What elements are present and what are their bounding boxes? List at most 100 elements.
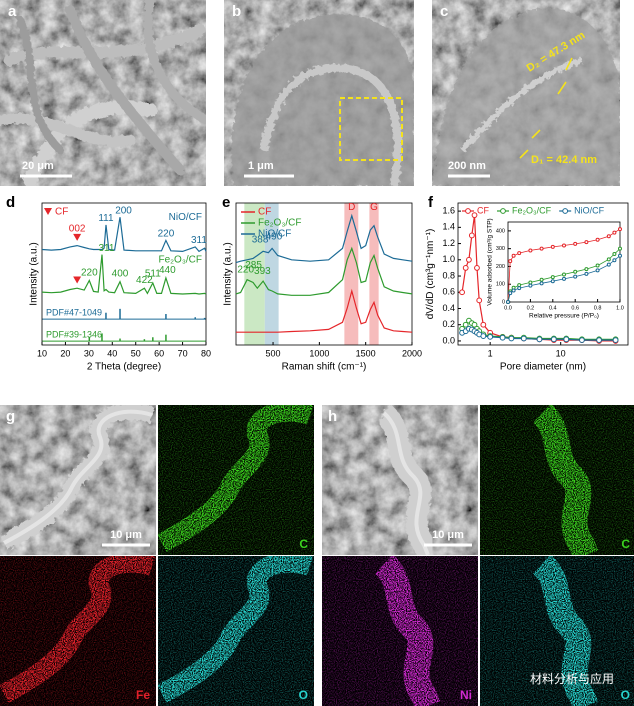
peak-annotation: 220: [81, 267, 98, 278]
scale-bar-label: 10 μm: [110, 529, 142, 541]
y-tick-label: 0.4: [442, 303, 455, 313]
data-point: [528, 248, 533, 253]
data-point: [618, 227, 622, 232]
data-point: [573, 274, 578, 279]
element-map-tile: C: [480, 405, 634, 555]
x-axis-title: Pore diameter (nm): [500, 361, 586, 372]
plot-frame: [457, 202, 629, 346]
data-point: [520, 335, 527, 342]
data-point: [584, 271, 589, 276]
legend-swatch: [465, 208, 471, 214]
data-point: [573, 269, 578, 274]
plot-frame: [41, 202, 207, 346]
channel-label: Fe: [136, 688, 150, 702]
peak-annotation: 111: [98, 213, 114, 224]
data-point: [573, 241, 578, 246]
x-tick-label: 2000: [402, 348, 422, 358]
series-line: [41, 217, 207, 253]
y-tick-label: 300: [496, 246, 505, 252]
channel-label: O: [621, 688, 630, 702]
sem-tile: h 10 μm: [322, 405, 478, 555]
data-point: [606, 234, 611, 239]
y-tick-label: 0.6: [442, 287, 455, 297]
data-point: [499, 334, 506, 341]
peak-annotation: 490: [266, 232, 283, 243]
channel-label: C: [299, 537, 308, 551]
y-tick-label: 1.0: [442, 254, 455, 264]
x-tick-label: 10: [556, 348, 566, 358]
shaded-band: [369, 203, 379, 345]
peak-annotation: 285: [245, 260, 262, 271]
data-point: [550, 244, 555, 249]
data-point: [506, 300, 510, 304]
data-point: [612, 337, 619, 344]
legend-swatch: [562, 208, 569, 214]
y-axis-title: Intensity (a.u.): [223, 242, 234, 305]
data-point: [595, 263, 600, 268]
x-tick-label: 40: [107, 348, 117, 358]
peak-annotation: 002: [69, 223, 86, 234]
channel-label: O: [299, 688, 308, 702]
data-point: [508, 335, 515, 342]
reference-label: PDF#39-1346: [46, 330, 102, 340]
peak-annotation: 511: [145, 269, 161, 280]
x-tick-label: 10: [37, 348, 47, 358]
data-point: [480, 321, 487, 328]
plot-frame: [235, 202, 413, 346]
y-tick-label: 0: [502, 299, 505, 305]
y-tick-label: 0.0: [442, 335, 455, 345]
data-point: [487, 333, 494, 340]
x-tick-label: 70: [178, 348, 188, 358]
data-point: [563, 336, 570, 343]
data-point: [466, 256, 472, 263]
y-axis-title: Volume adsorbed (cm³/g STP): [486, 218, 493, 305]
element-maps: g 10 μm C Fe Oh 10 μm C Ni O: [0, 405, 634, 706]
data-point: [468, 232, 475, 239]
data-point: [562, 272, 566, 277]
data-point: [462, 321, 469, 328]
peak-annotation: 220: [237, 264, 254, 275]
data-point: [612, 258, 617, 263]
x-tick-label: 0.6: [571, 305, 579, 311]
peak-annotation: 393: [254, 266, 271, 277]
shaded-band: [344, 203, 359, 345]
data-point: [579, 337, 585, 344]
data-point: [511, 288, 516, 293]
panel-label: f: [428, 194, 434, 211]
data-point: [459, 289, 465, 296]
series-line: [236, 288, 413, 333]
data-point: [517, 286, 522, 291]
data-point: [511, 253, 516, 258]
sem-tile: g 10 μm: [0, 405, 156, 555]
element-map-tile: C: [158, 405, 314, 555]
sem-panel-c: c D₂ = 47.3 nm D₁ = 42.4 nm 200 nm: [432, 0, 620, 186]
element-map-tile: Ni: [322, 556, 478, 706]
data-point: [480, 333, 487, 339]
y-tick-label: 200: [496, 264, 505, 270]
channel-label: C: [621, 537, 630, 551]
peak-annotation: 311: [191, 235, 207, 246]
peak-annotation: 388: [252, 235, 269, 246]
peak-annotation: 220: [158, 229, 175, 240]
chart-panel: e 500 1000 1500 2000 Raman shift (cm⁻¹) Intens…: [222, 194, 422, 372]
y-axis-title: dV/dD (cm³g⁻¹nm⁻¹): [425, 229, 436, 320]
x-tick-label: 1: [488, 348, 493, 358]
sem-panel-b: b 1 μm: [224, 0, 414, 186]
shaded-band: [264, 203, 279, 345]
series-line: [235, 213, 413, 264]
series-line: [41, 254, 207, 295]
sem-panel-a: a 20 μm: [0, 0, 206, 186]
y-tick-label: 0.8: [442, 270, 455, 280]
pore-annotation: D₁ = 42.4 nm: [531, 154, 597, 166]
legend-label: Fe₂O₃/CF: [512, 205, 552, 215]
x-tick-label: 1.0: [616, 305, 624, 311]
panel-label: g: [6, 408, 15, 425]
legend-swatch: [500, 208, 506, 214]
data-point: [476, 297, 483, 304]
x-tick-label: 20: [60, 348, 70, 358]
y-tick-label: 1.2: [442, 238, 455, 248]
data-point: [539, 277, 544, 282]
data-point: [606, 262, 611, 267]
x-axis-title: 2 Theta (degree): [87, 361, 161, 372]
